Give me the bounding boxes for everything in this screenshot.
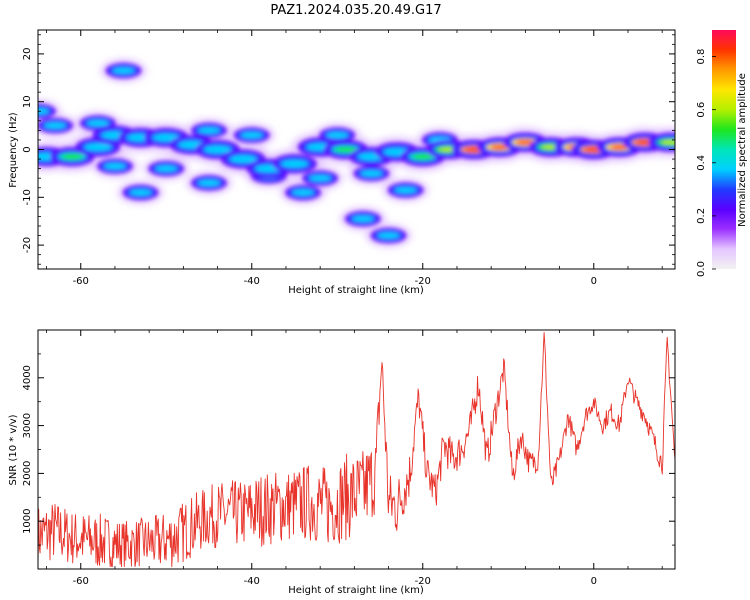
heatmap-peak xyxy=(661,140,675,145)
spectrogram-heatmap xyxy=(38,58,675,248)
figure-title: PAZ1.2024.035.20.49.G17 xyxy=(270,3,441,18)
spectrogram-x-label: Height of straight line (km) xyxy=(288,285,424,296)
x-tick-label: -60 xyxy=(73,576,89,587)
snr-panel: -60 -40 -20 0 1000 2000 3000 4000 Height of st… xyxy=(8,329,676,596)
heatmap-core xyxy=(203,145,232,154)
y-tick-label: -20 xyxy=(22,237,33,253)
colorbar-tick-label: 0.2 xyxy=(696,208,707,224)
y-tick-label: 3000 xyxy=(22,413,33,438)
heatmap-core xyxy=(198,179,220,187)
x-tick-label: 0 xyxy=(591,276,597,287)
colorbar-gradient xyxy=(712,30,736,269)
spectrogram-x-axis: -60 -40 -20 0 xyxy=(46,30,663,287)
heatmap-core xyxy=(351,215,374,222)
heatmap-core xyxy=(198,127,220,134)
colorbar-tick-label: 0.4 xyxy=(696,155,707,171)
x-tick-label: -40 xyxy=(244,576,260,587)
heatmap-core xyxy=(155,165,178,172)
x-tick-label: -40 xyxy=(244,276,260,287)
y-tick-label: 0 xyxy=(22,146,33,152)
colorbar-tick-label: 0.0 xyxy=(696,261,707,277)
snr-y-axis: 1000 2000 3000 4000 xyxy=(22,329,675,570)
heatmap-core xyxy=(84,143,112,151)
colorbar-tick-label: 0.6 xyxy=(696,102,707,118)
x-tick-label: -20 xyxy=(415,276,431,287)
heatmap-peak xyxy=(490,144,510,150)
heatmap-core xyxy=(229,155,257,163)
heatmap-core xyxy=(292,189,315,196)
spectrogram-y-axis: -20 -10 0 10 20 xyxy=(22,34,675,265)
y-tick-label: 2000 xyxy=(22,461,33,486)
heatmap-core xyxy=(377,232,400,239)
heatmap-core xyxy=(280,160,309,168)
heatmap-core xyxy=(44,122,67,129)
heatmap-core xyxy=(394,187,417,194)
heatmap-core xyxy=(38,108,49,115)
heatmap-core xyxy=(129,189,152,196)
colorbar-label: Normalized spectral amplitude xyxy=(737,73,748,227)
heatmap-peak xyxy=(413,154,433,159)
heatmap-core xyxy=(86,120,109,127)
snr-y-label: SNR (10 * v/v) xyxy=(8,414,19,485)
x-tick-label: -60 xyxy=(73,276,89,287)
snr-series-line xyxy=(38,332,675,568)
heatmap-core xyxy=(104,163,126,170)
colorbar-tick-label: 0.8 xyxy=(696,49,707,65)
y-tick-label: -10 xyxy=(22,189,33,205)
heatmap-peak xyxy=(515,140,535,145)
heatmap-core xyxy=(360,170,383,177)
heatmap-core xyxy=(152,133,180,142)
y-tick-label: 4000 xyxy=(22,365,33,390)
x-tick-label: -20 xyxy=(415,576,431,587)
colorbar: 0.0 0.2 0.4 0.6 0.8 Normalized spectral ampl… xyxy=(696,30,748,277)
spectrogram-panel: -60 -40 -20 0 -20 -10 0 10 20 Height of straigh… xyxy=(8,29,676,296)
snr-plot-area xyxy=(38,330,675,569)
heatmap-peak xyxy=(336,147,356,152)
y-tick-label: 1000 xyxy=(22,508,33,533)
heatmap-peak xyxy=(610,144,629,150)
snr-x-label: Height of straight line (km) xyxy=(288,585,424,596)
y-tick-label: 20 xyxy=(22,48,33,61)
snr-x-axis: -60 -40 -20 0 xyxy=(46,330,663,587)
heatmap-core xyxy=(240,132,263,139)
heatmap-core xyxy=(326,132,349,139)
colorbar-axis: 0.0 0.2 0.4 0.6 0.8 xyxy=(696,49,716,277)
x-tick-label: 0 xyxy=(591,576,597,587)
heatmap-core xyxy=(309,175,332,182)
heatmap-core xyxy=(112,67,135,74)
spectrogram-y-label: Frequency (Hz) xyxy=(8,112,19,188)
y-tick-label: 10 xyxy=(22,95,33,108)
heatmap-peak xyxy=(62,154,82,159)
